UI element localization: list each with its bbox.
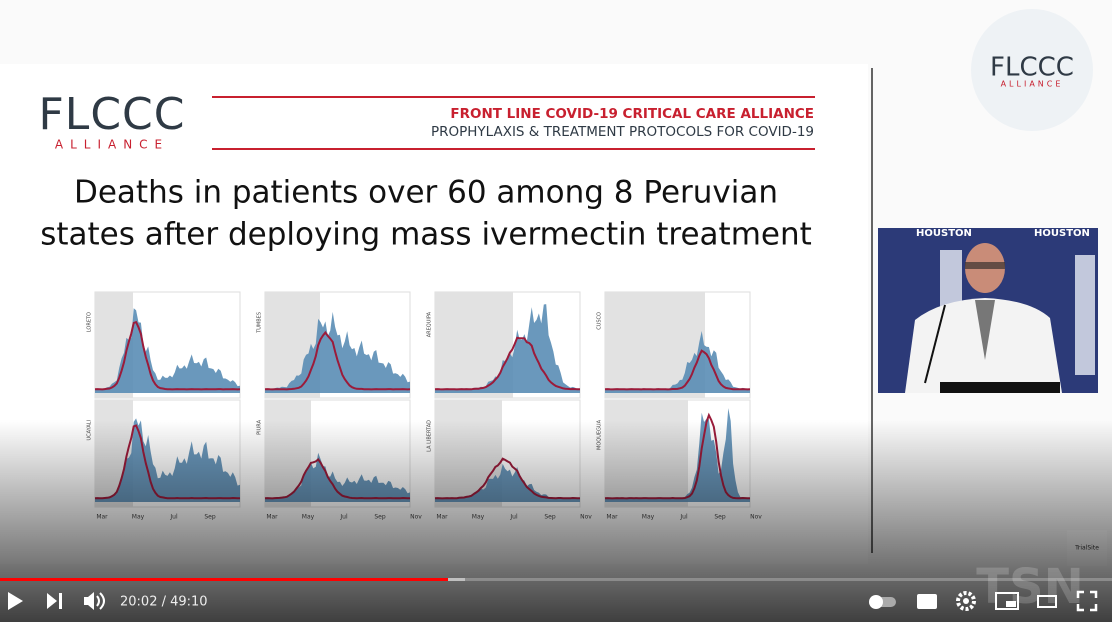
corner-logo-sub: ALLIANCE [1001, 80, 1064, 89]
next-button[interactable] [47, 593, 62, 609]
slide-title: Deaths in patients over 60 among 8 Peruv… [74, 175, 778, 211]
miniplayer-inner [1006, 601, 1016, 607]
banner-text: HOUSTON [1034, 228, 1090, 239]
header-line: FRONT LINE COVID-19 CRITICAL CARE ALLIAN… [450, 106, 814, 122]
captions-button[interactable] [917, 594, 937, 609]
header-line: PROPHYLAXIS & TREATMENT PROTOCOLS FOR CO… [431, 124, 814, 140]
progress-played [0, 578, 448, 581]
panel-label: AREQUIPA [427, 311, 433, 337]
speaker-glasses [965, 262, 1005, 269]
fullscreen-button[interactable] [1076, 590, 1098, 612]
panel-line [604, 349, 751, 391]
autoplay-toggle[interactable] [869, 595, 896, 609]
panel-label: LORETO [87, 312, 93, 332]
slide-title: states after deploying mass ivermectin t… [40, 217, 812, 253]
controls-gradient [0, 420, 1112, 622]
corner-logo-badge [971, 9, 1093, 131]
miniplayer-frame [995, 592, 1019, 610]
panel-line [94, 320, 241, 391]
corner-logo: FLCCC [990, 53, 1074, 83]
banner-text: HOUSTON [916, 228, 972, 239]
watermark: TSN [976, 559, 1083, 615]
panel-area [605, 331, 750, 393]
time-display: 20:02 / 49:10 [120, 595, 208, 610]
volume-icon [84, 592, 94, 610]
progress-track[interactable] [0, 578, 1112, 581]
play-button[interactable] [8, 592, 23, 610]
panel-line [264, 330, 411, 391]
panel-line [434, 336, 580, 391]
panel-area [265, 311, 410, 393]
slide-logo: FLCCC [39, 89, 186, 140]
settings-button[interactable] [956, 591, 976, 611]
slide-logo-sub: ALLIANCE [55, 138, 169, 152]
volume-waves [96, 592, 105, 610]
volume-button[interactable] [84, 592, 105, 610]
podium [940, 382, 1060, 393]
autoplay-knob [869, 595, 883, 609]
theater-button[interactable] [1037, 595, 1057, 608]
panel-label: TUMBES [257, 312, 263, 334]
microphone [924, 304, 946, 384]
speaker-shirt [975, 300, 995, 360]
settings-hub [963, 598, 969, 604]
panel-label: CUSCO [597, 312, 603, 330]
backdrop-letter [1075, 255, 1095, 375]
speaker-video: HOUSTON HOUSTON [878, 228, 1098, 393]
panel-area [95, 308, 240, 393]
miniplayer-button[interactable] [995, 592, 1019, 610]
